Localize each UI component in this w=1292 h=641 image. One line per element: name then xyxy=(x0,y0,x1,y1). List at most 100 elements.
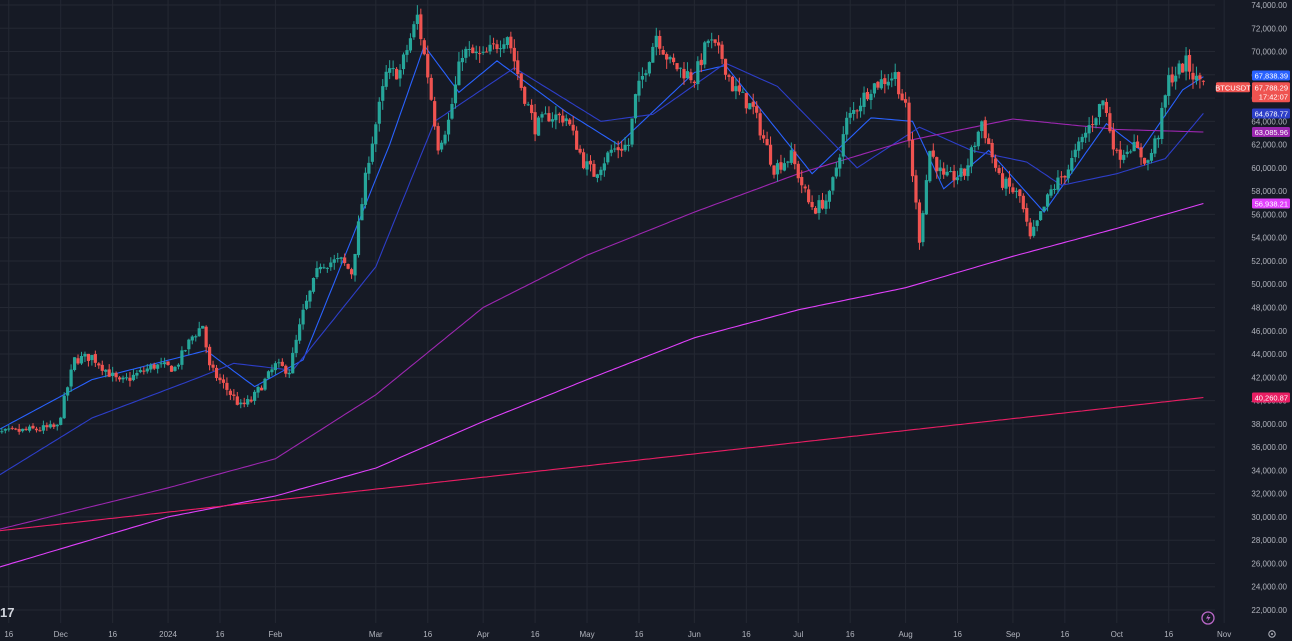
candle[interactable] xyxy=(1077,137,1081,159)
candle[interactable] xyxy=(325,267,329,273)
candle[interactable] xyxy=(69,364,73,392)
candle[interactable] xyxy=(117,376,122,382)
candle[interactable] xyxy=(495,39,499,54)
candle[interactable] xyxy=(1042,206,1046,212)
candle[interactable] xyxy=(755,101,759,119)
candle[interactable] xyxy=(156,364,160,374)
candle[interactable] xyxy=(166,361,170,366)
candle[interactable] xyxy=(311,277,316,294)
candle[interactable] xyxy=(232,389,236,401)
candle[interactable] xyxy=(228,388,232,400)
candle[interactable] xyxy=(7,425,11,432)
candle[interactable] xyxy=(190,335,194,345)
candle[interactable] xyxy=(1056,170,1060,194)
candle[interactable] xyxy=(329,257,333,271)
candle[interactable] xyxy=(886,74,890,90)
candle[interactable] xyxy=(176,363,181,370)
candle[interactable] xyxy=(900,89,904,101)
candle[interactable] xyxy=(481,46,485,55)
candle[interactable] xyxy=(93,350,97,367)
candle[interactable] xyxy=(907,96,911,148)
candle[interactable] xyxy=(685,62,690,79)
candle[interactable] xyxy=(966,158,970,181)
candle[interactable] xyxy=(744,92,748,114)
candle[interactable] xyxy=(1066,164,1070,183)
candle[interactable] xyxy=(523,85,527,107)
candle[interactable] xyxy=(575,126,579,150)
candle[interactable] xyxy=(512,39,516,71)
candle[interactable] xyxy=(10,425,14,431)
x-axis[interactable]: 16 Dec 16 2024 16 Feb Mar 16 Apr 16 May 16 Jun 16 Jul 1… xyxy=(4,630,1231,639)
candle[interactable] xyxy=(952,164,956,188)
candle[interactable] xyxy=(104,369,108,378)
candle[interactable] xyxy=(1129,149,1133,154)
candle[interactable] xyxy=(145,364,149,374)
candle[interactable] xyxy=(1115,148,1119,154)
candle[interactable] xyxy=(426,45,430,84)
candle[interactable] xyxy=(62,392,66,419)
candle[interactable] xyxy=(381,79,385,110)
candle[interactable] xyxy=(883,74,887,94)
candle[interactable] xyxy=(1191,63,1195,89)
candle[interactable] xyxy=(197,321,201,337)
candle[interactable] xyxy=(401,52,406,75)
candle[interactable] xyxy=(471,44,475,54)
candle[interactable] xyxy=(249,396,253,403)
candle[interactable] xyxy=(897,71,901,99)
candle[interactable] xyxy=(183,349,187,352)
candle[interactable] xyxy=(602,157,606,177)
candle[interactable] xyxy=(398,64,402,87)
candle[interactable] xyxy=(620,140,624,157)
candle[interactable] xyxy=(152,362,156,371)
candle[interactable] xyxy=(349,267,354,279)
candle[interactable] xyxy=(865,88,870,101)
candle[interactable] xyxy=(682,62,686,85)
candle[interactable] xyxy=(121,375,125,383)
candle[interactable] xyxy=(668,55,672,64)
candle[interactable] xyxy=(768,136,773,167)
candle[interactable] xyxy=(239,399,243,409)
candle[interactable] xyxy=(159,357,163,368)
candle[interactable] xyxy=(24,426,28,431)
candle[interactable] xyxy=(782,157,786,172)
candle[interactable] xyxy=(630,118,634,148)
candle[interactable] xyxy=(599,166,603,181)
candle[interactable] xyxy=(533,104,537,142)
candle[interactable] xyxy=(412,21,416,40)
candle[interactable] xyxy=(1149,148,1154,164)
candle[interactable] xyxy=(637,71,641,102)
candle[interactable] xyxy=(48,420,52,429)
candle[interactable] xyxy=(678,67,683,78)
candle[interactable] xyxy=(942,162,946,179)
candle[interactable] xyxy=(786,160,790,168)
candle[interactable] xyxy=(208,344,212,371)
candle[interactable] xyxy=(388,60,392,80)
candle[interactable] xyxy=(97,362,101,369)
candle[interactable] xyxy=(613,141,617,153)
candle[interactable] xyxy=(626,138,631,152)
candle[interactable] xyxy=(516,50,520,81)
candle[interactable] xyxy=(692,80,696,88)
candle[interactable] xyxy=(945,164,949,177)
candle[interactable] xyxy=(793,143,797,170)
candle[interactable] xyxy=(287,369,291,378)
candle[interactable] xyxy=(31,423,35,430)
candle[interactable] xyxy=(221,374,226,389)
candle[interactable] xyxy=(273,361,277,375)
candle[interactable] xyxy=(820,192,825,210)
candle[interactable] xyxy=(298,318,302,344)
candle[interactable] xyxy=(284,364,288,378)
candle[interactable] xyxy=(717,35,721,54)
candle[interactable] xyxy=(789,142,793,165)
candle[interactable] xyxy=(1174,66,1178,90)
candle[interactable] xyxy=(291,347,295,374)
candle[interactable] xyxy=(990,139,994,164)
candle[interactable] xyxy=(1011,183,1015,194)
candle[interactable] xyxy=(253,389,257,405)
candle[interactable] xyxy=(405,44,409,63)
candle[interactable] xyxy=(27,424,32,433)
candle[interactable] xyxy=(1101,100,1105,110)
candle[interactable] xyxy=(623,137,627,152)
candle[interactable] xyxy=(1156,135,1160,148)
